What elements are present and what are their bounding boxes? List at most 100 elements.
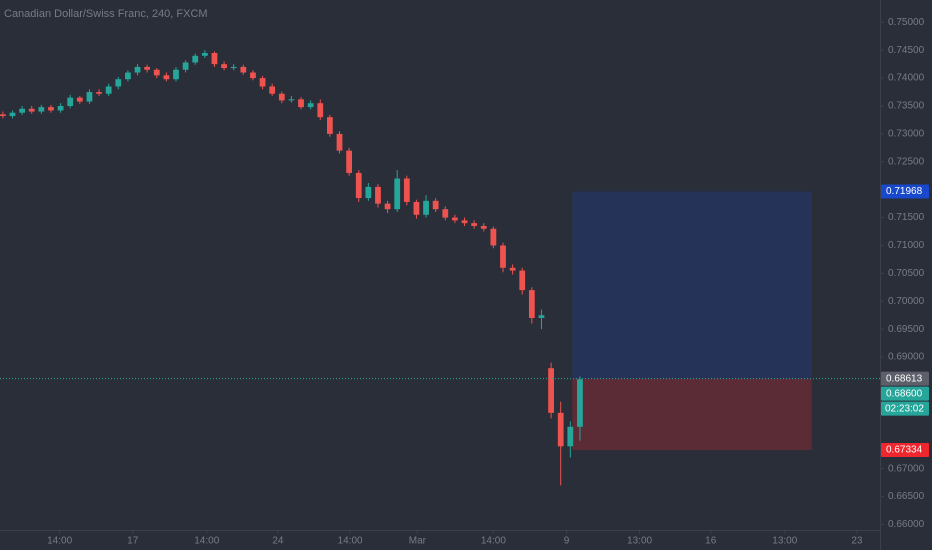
y-tick-label: 0.69500 (888, 324, 925, 335)
candle-body (125, 72, 131, 80)
plot-area (0, 50, 880, 486)
candle-body (115, 79, 122, 87)
y-tick-label: 0.73000 (888, 129, 925, 140)
x-tick-label: 14:00 (47, 536, 72, 547)
candle-body (221, 64, 227, 69)
x-tick-label: 14:00 (194, 536, 219, 547)
x-tick-label: Mar (409, 536, 427, 547)
candle-body (19, 108, 26, 113)
candle-body (144, 66, 151, 70)
price-tag-label: 0.68613 (886, 373, 923, 384)
price-tag-label: 0.71968 (886, 186, 923, 197)
candle-body (96, 92, 102, 94)
y-tick-label: 0.67000 (888, 463, 925, 474)
candle-body (336, 133, 343, 151)
countdown: 02:23:02 (885, 403, 924, 414)
candle-body (192, 55, 199, 63)
candle-body (76, 97, 83, 102)
candle-body (317, 103, 324, 118)
candle-body (548, 368, 554, 413)
candle-body (67, 97, 74, 106)
candle-body (288, 99, 295, 101)
candle-body (230, 66, 237, 69)
candle-body (298, 99, 304, 108)
axes: 0.75000 0.74500 0.74000 0.73500 0.73000 0.725… (47, 17, 929, 547)
y-tick-label: 0.74500 (888, 45, 925, 56)
x-tick-label: 23 (851, 536, 863, 547)
chart-title: Canadian Dollar/Swiss Franc, 240, FXCM (4, 8, 208, 20)
candle-body (403, 178, 410, 202)
candle-body (9, 112, 16, 117)
candle-body (307, 103, 314, 108)
candle-body (57, 106, 64, 111)
candle-body (134, 66, 141, 73)
y-tick-label: 0.70500 (888, 268, 925, 279)
x-tick-label: 24 (272, 536, 284, 547)
x-tick-label: 14:00 (338, 536, 363, 547)
price-tag (881, 386, 929, 401)
candle-body (365, 186, 372, 199)
y-tick-label: 0.75000 (888, 17, 925, 28)
price-tag-label: 0.67334 (886, 445, 923, 456)
candle-body (509, 267, 516, 271)
candle-body (442, 209, 449, 218)
candle-body (577, 379, 583, 427)
y-tick-label: 0.73500 (888, 101, 925, 112)
candle-body (86, 92, 93, 102)
price-tag-label: 0.68600 (886, 388, 923, 399)
candle-body (394, 178, 401, 210)
candle-body (519, 270, 526, 291)
candle-body (173, 69, 179, 80)
x-tick-label: 13:00 (627, 536, 652, 547)
candle-body (28, 108, 35, 112)
stop-zone (572, 378, 812, 450)
x-tick-label: 13:00 (772, 536, 797, 547)
candle-body (105, 86, 112, 94)
y-tick-label: 0.66000 (888, 519, 925, 530)
y-tick-label: 0.74000 (888, 73, 925, 84)
y-tick-label: 0.70000 (888, 296, 925, 307)
candle-body (269, 86, 276, 94)
candle-body (48, 107, 54, 111)
candle-body (500, 245, 506, 268)
candle-body (153, 69, 160, 76)
candle-body (423, 200, 429, 215)
y-tick-label: 0.72500 (888, 156, 925, 167)
candle-body (163, 75, 170, 80)
x-tick-label: 9 (564, 536, 570, 547)
target-zone (572, 191, 812, 379)
candle-body (326, 117, 333, 134)
candle-body (250, 72, 256, 79)
candle-body (432, 200, 439, 210)
candle-body (413, 201, 420, 215)
candle-body (355, 172, 362, 199)
candle-body (471, 223, 478, 226)
candle-body (278, 93, 285, 101)
price-tag (881, 184, 929, 199)
candle-body (211, 53, 218, 65)
y-tick-label: 0.66500 (888, 491, 925, 502)
y-tick-label: 0.69000 (888, 352, 925, 363)
candle-body (0, 114, 6, 117)
candle-body (528, 290, 535, 318)
price-tag (881, 371, 929, 386)
candle-body (480, 225, 487, 229)
candle-body (567, 426, 574, 447)
candle-body (461, 220, 468, 224)
x-tick-label: 14:00 (481, 536, 506, 547)
y-tick-label: 0.71000 (888, 240, 925, 251)
candle-body (259, 78, 266, 87)
price-tag (881, 442, 929, 457)
candle-body (384, 203, 391, 210)
x-tick-label: 16 (705, 536, 717, 547)
candle-body (452, 217, 458, 221)
candle-body (557, 412, 564, 447)
countdown-bg (881, 401, 929, 416)
y-tick-label: 0.71500 (888, 212, 925, 223)
candle-body (346, 150, 352, 173)
candle-body (538, 315, 545, 318)
candle-body (182, 62, 189, 70)
